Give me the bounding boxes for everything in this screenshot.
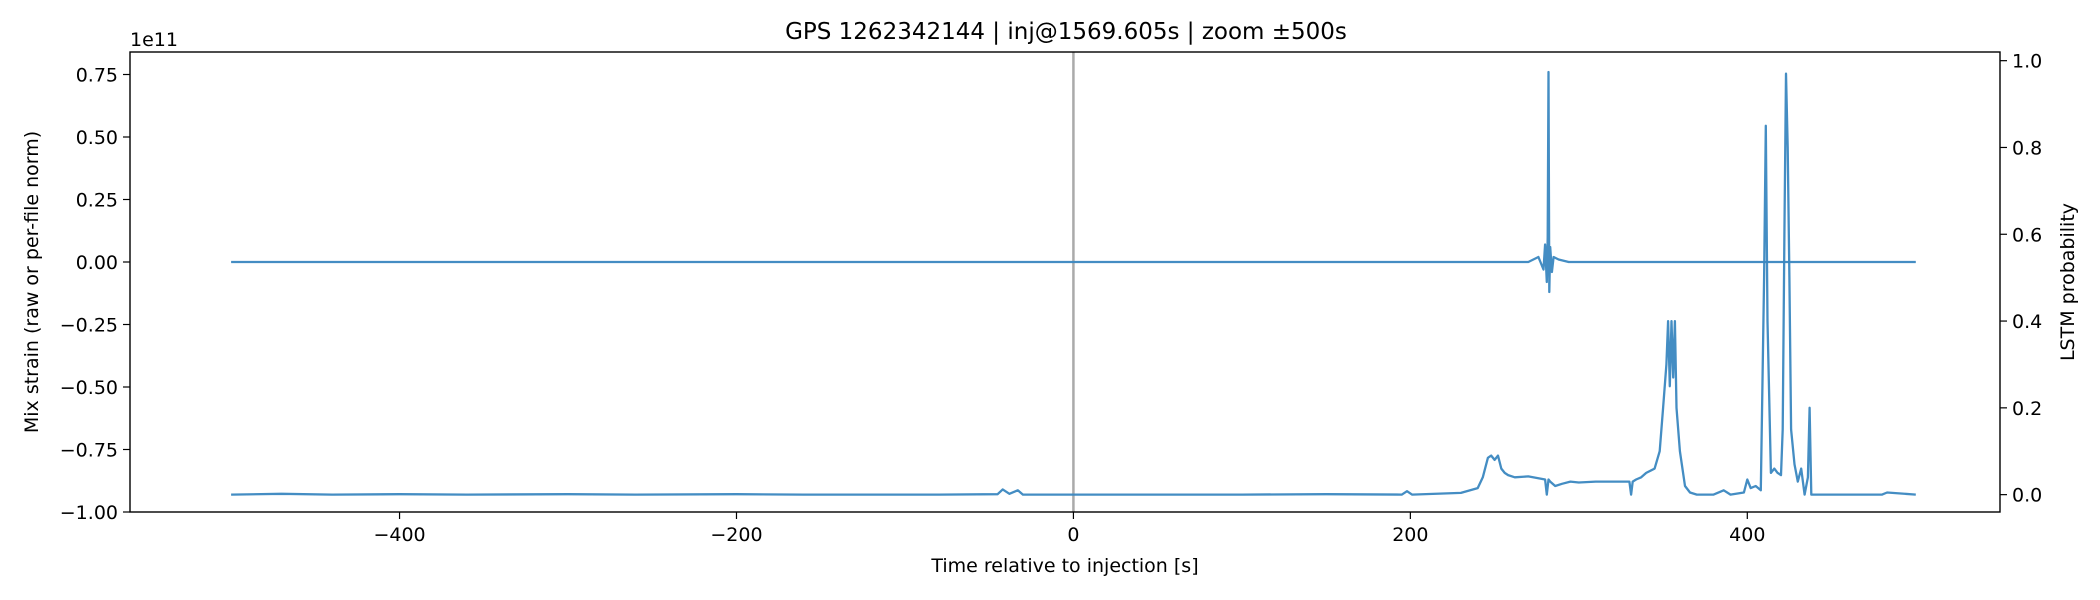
left-y-tick-label: −0.25	[60, 315, 118, 337]
x-axis-label: Time relative to injection [s]	[930, 555, 1198, 577]
left-y-tick-label: 0.75	[76, 65, 118, 87]
right-y-tick-label: 0.2	[2012, 398, 2042, 420]
lstm-probability-line	[231, 72, 1916, 496]
right-y-tick-label: 0.4	[2012, 311, 2042, 333]
plot-area	[231, 52, 1916, 512]
right-y-tick-label: 0.6	[2012, 224, 2042, 246]
left-y-tick-label: 0.25	[76, 190, 118, 212]
left-axis-offset-text: 1e11	[130, 29, 178, 51]
left-y-tick-label: −1.00	[60, 502, 118, 524]
x-tick-label: 400	[1729, 524, 1765, 546]
x-tick-label: −200	[710, 524, 762, 546]
right-y-tick-label: 1.0	[2012, 51, 2042, 73]
x-tick-label: 200	[1392, 524, 1428, 546]
mix-strain-line	[231, 70, 1916, 294]
left-y-tick-label: 0.50	[76, 127, 118, 149]
chart-title: GPS 1262342144 | inj@1569.605s | zoom ±5…	[785, 19, 1347, 45]
left-y-tick-label: −0.75	[60, 440, 118, 462]
left-y-tick-label: 0.00	[76, 252, 118, 274]
right-y-axis: 0.0 0.2 0.4 0.6 0.8 1.0	[2000, 51, 2042, 507]
plot-frame	[129, 51, 2001, 513]
right-y-tick-label: 0.0	[2012, 485, 2042, 507]
right-y-axis-label: LSTM probability	[2057, 203, 2079, 361]
left-y-tick-label: −0.50	[60, 377, 118, 399]
x-axis: −400 −200 0 200 400	[373, 512, 1765, 546]
left-y-axis-label: Mix strain (raw or per-file norm)	[21, 131, 43, 433]
x-tick-label: −400	[373, 524, 425, 546]
x-tick-label: 0	[1067, 524, 1079, 546]
left-y-axis: 0.75 0.50 0.25 0.00 −0.25 −0.50 −0.75 −1.00	[60, 65, 130, 524]
right-y-tick-label: 0.8	[2012, 137, 2042, 159]
